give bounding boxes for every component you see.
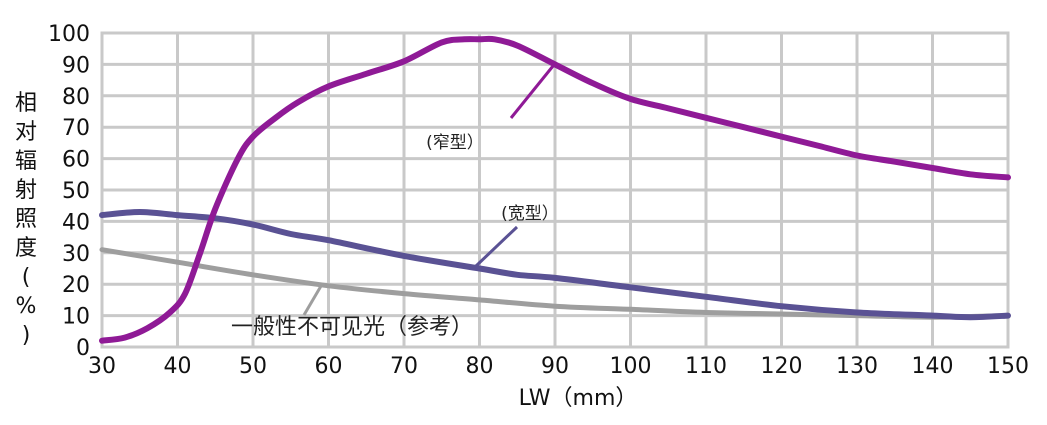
series-label-reference: 一般性不可见光（参考） (231, 315, 473, 340)
x-tick-label: 140 (912, 354, 954, 379)
y-axis-title-char: % (16, 294, 37, 319)
leader-line (509, 65, 555, 119)
y-axis-title-char: ( (22, 265, 31, 290)
y-axis-title-char: 对 (15, 120, 37, 145)
x-tick-label: 70 (390, 354, 418, 379)
x-tick-label: 30 (88, 354, 116, 379)
series-label-narrow: (窄型） (426, 133, 484, 153)
x-tick-label: 110 (685, 354, 727, 379)
y-tick-label: 80 (62, 85, 90, 110)
series-line-wide (99, 209, 1011, 321)
x-tick-label: 80 (466, 354, 494, 379)
x-axis-title: LW（mm） (519, 386, 638, 411)
y-axis-title-char: ) (22, 323, 31, 348)
y-tick-label: 50 (62, 179, 90, 204)
y-tick-label: 100 (48, 22, 90, 47)
x-tick-label: 150 (987, 354, 1029, 379)
y-tick-label: 20 (62, 273, 90, 298)
y-axis-title-char: 辐 (15, 149, 37, 174)
series-label-wide: (宽型） (501, 204, 559, 224)
x-tick-label: 40 (164, 354, 192, 379)
y-axis-title-char: 射 (15, 178, 37, 203)
x-tick-label: 120 (761, 354, 803, 379)
x-tick-label: 60 (315, 354, 343, 379)
x-tick-label: 50 (239, 354, 267, 379)
series-line-narrow (99, 35, 1011, 344)
series-lines (99, 35, 1011, 344)
y-tick-label: 70 (62, 116, 90, 141)
leader-line (302, 285, 323, 316)
y-tick-label: 90 (62, 53, 90, 78)
x-tick-label: 90 (541, 354, 569, 379)
y-tick-label: 40 (62, 210, 90, 235)
x-tick-labels: 30 40 50 60 70 80 90 100 110 120 130 140 150 (88, 354, 1029, 379)
leader-line (474, 225, 519, 268)
y-tick-label: 60 (62, 148, 90, 173)
y-tick-label: 30 (62, 242, 90, 267)
y-axis-title-char: 相 (15, 91, 37, 116)
plot-frame (100, 31, 1010, 349)
grid (100, 31, 1010, 349)
y-axis-title-char: 度 (15, 236, 37, 261)
series-annotations: (窄型） (宽型） 一般性不可见光（参考） (231, 65, 559, 340)
x-tick-label: 130 (836, 354, 878, 379)
y-axis-title-char: 照 (15, 207, 37, 232)
y-tick-label: 0 (76, 336, 90, 361)
x-tick-label: 100 (610, 354, 652, 379)
series-line-reference (99, 247, 1011, 320)
y-tick-label: 10 (62, 305, 90, 330)
y-tick-labels: 0 10 20 30 40 50 60 70 80 90 100 (48, 22, 90, 361)
